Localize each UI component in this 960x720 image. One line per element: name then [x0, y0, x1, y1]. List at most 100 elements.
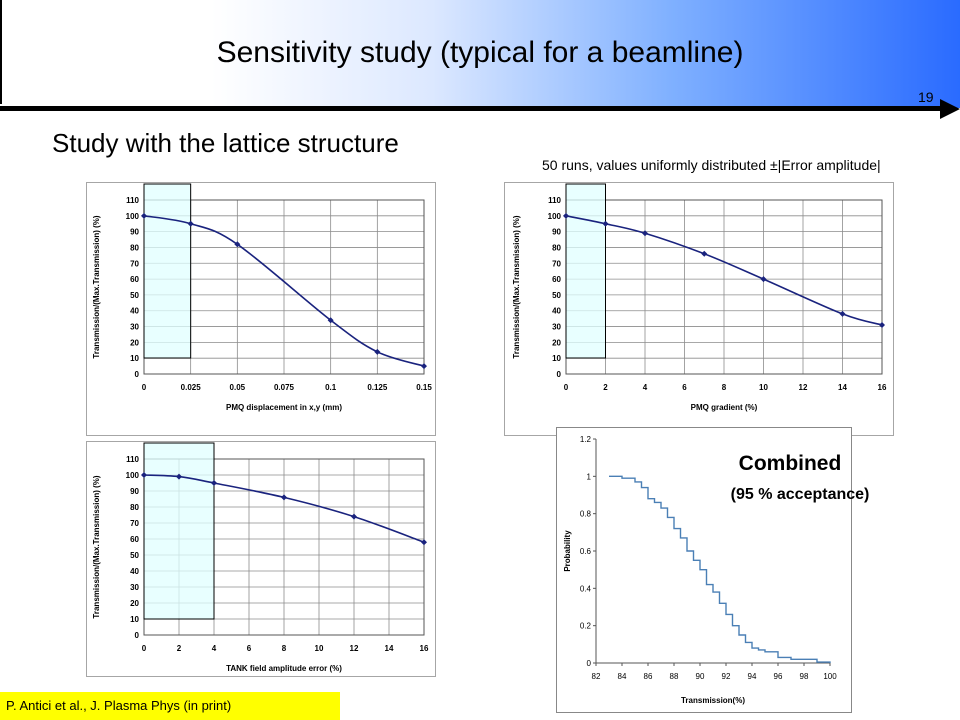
y-tick-label: 80: [130, 503, 139, 512]
x-tick-label: 16: [878, 383, 887, 392]
x-tick-label: 2: [177, 644, 182, 653]
x-axis-label: TANK field amplitude error (%): [226, 664, 342, 673]
page-number: 19: [918, 89, 934, 105]
y-tick-label: 20: [552, 338, 561, 347]
chart-svg: 0 10 20 30 40 50 60 70 80 90 100 110 0 0.025 0.05 0.075…: [86, 182, 436, 436]
x-tick-label: 100: [823, 672, 837, 681]
x-tick-label: 0: [142, 644, 147, 653]
y-axis-label: Transmission/(Max.Transmission) (%): [92, 215, 101, 358]
y-tick-label: 30: [130, 583, 139, 592]
data-point: [141, 212, 147, 219]
y-tick-label: 90: [130, 487, 139, 496]
y-tick-label: 10: [552, 354, 561, 363]
data-point: [187, 220, 194, 227]
y-tick-label: 40: [130, 307, 139, 316]
y-tick-label: 100: [126, 212, 140, 221]
y-axis-label: Transmission/(Max.Transmission) (%): [512, 215, 521, 358]
header-frame: [0, 0, 942, 104]
y-tick-label: 110: [126, 196, 139, 205]
data-point: [234, 241, 241, 248]
chart-pmq-displacement: 0 10 20 30 40 50 60 70 80 90 100 110 0 0.025 0.05 0.075…: [86, 182, 436, 436]
x-tick-label: 98: [800, 672, 809, 681]
y-tick-label: 100: [548, 212, 562, 221]
data-point: [642, 230, 648, 237]
x-tick-label: 0.15: [416, 383, 432, 392]
x-tick-label: 90: [696, 672, 705, 681]
y-tick-label: 30: [552, 323, 561, 332]
y-tick-label: 60: [130, 535, 139, 544]
y-tick-label: 110: [548, 196, 561, 205]
y-tick-label: 30: [130, 323, 139, 332]
y-tick-label: 0: [587, 659, 592, 668]
y-tick-label: 60: [552, 275, 561, 284]
y-tick-label: 10: [130, 354, 139, 363]
x-tick-label: 6: [247, 644, 252, 653]
y-tick-label: 0: [135, 631, 140, 640]
data-point: [602, 220, 609, 227]
header-arrow-line: [0, 106, 944, 111]
x-tick-label: 88: [670, 672, 679, 681]
x-tick-label: 94: [748, 672, 757, 681]
acceptance-label: (95 % acceptance): [730, 486, 870, 503]
x-tick-label: 0.075: [274, 383, 295, 392]
data-point: [374, 348, 381, 355]
y-tick-label: 50: [552, 291, 561, 300]
x-axis-label: Transmission(%): [681, 696, 745, 705]
runs-note: 50 runs, values uniformly distributed ±|…: [542, 157, 881, 173]
x-tick-label: 12: [799, 383, 808, 392]
y-tick-label: 0.8: [580, 510, 592, 519]
x-tick-label: 2: [603, 383, 608, 392]
y-tick-label: 110: [126, 455, 139, 464]
x-tick-label: 10: [759, 383, 768, 392]
x-tick-label: 10: [315, 644, 324, 653]
chart-combined-probability: 0 0.2 0.4 0.6 0.8 1 1.2 82 84 86 88 90 92 94 96 98 100 Tr…: [556, 427, 852, 713]
y-tick-label: 60: [130, 275, 139, 284]
highlight-band: [143, 442, 215, 620]
x-tick-label: 96: [774, 672, 783, 681]
x-tick-label: 8: [282, 644, 287, 653]
x-tick-label: 14: [385, 644, 394, 653]
y-tick-label: 70: [130, 259, 139, 268]
x-tick-label: 0.125: [367, 383, 388, 392]
y-tick-label: 50: [130, 291, 139, 300]
chart-pmq-gradient: 0 10 20 30 40 50 60 70 80 90 100 110 0 2 4 6 8 10 12 14 16 PM…: [504, 182, 894, 436]
data-point: [351, 513, 357, 520]
data-point: [879, 321, 885, 328]
data-point: [327, 317, 334, 324]
x-tick-label: 0: [142, 383, 147, 392]
x-tick-label: 0.025: [181, 383, 202, 392]
highlight-band: [565, 183, 606, 359]
data-point: [839, 310, 846, 317]
data-point: [141, 472, 147, 478]
y-tick-label: 0.6: [580, 547, 592, 556]
y-tick-label: 20: [130, 599, 139, 608]
slide-subtitle: Study with the lattice structure: [52, 128, 399, 158]
x-tick-label: 4: [643, 383, 648, 392]
y-tick-label: 100: [126, 471, 140, 480]
chart-svg: 0 0.2 0.4 0.6 0.8 1 1.2 82 84 86 88 90 92 94 96 98 100 Tr…: [556, 427, 852, 713]
chart-svg: 0 10 20 30 40 50 60 70 80 90 100 110 0 2 4 6 8 10 12 14 16 PM…: [504, 182, 894, 436]
highlight-band: [143, 183, 192, 359]
chart-tank-field: 0 10 20 30 40 50 60 70 80 90 100 110 0 2 4 6 8 10 12 14 16 TA…: [86, 441, 436, 677]
y-tick-label: 20: [130, 338, 139, 347]
y-tick-label: 10: [130, 615, 139, 624]
x-tick-label: 4: [212, 644, 217, 653]
cdf-line: [609, 475, 831, 663]
x-tick-label: 0: [564, 383, 569, 392]
x-tick-label: 8: [722, 383, 727, 392]
x-tick-label: 12: [350, 644, 359, 653]
data-point: [563, 212, 569, 219]
y-tick-label: 70: [552, 259, 561, 268]
y-tick-label: 90: [130, 228, 139, 237]
data-point: [176, 473, 182, 480]
y-tick-label: 1.2: [580, 435, 592, 444]
y-tick-label: 0: [135, 370, 140, 379]
data-point: [421, 539, 427, 546]
x-tick-label: 14: [838, 383, 847, 392]
y-tick-label: 90: [552, 228, 561, 237]
x-axis-label: PMQ displacement in x,y (mm): [226, 403, 342, 412]
y-tick-label: 40: [130, 567, 139, 576]
data-point: [281, 494, 287, 501]
x-tick-label: 16: [420, 644, 429, 653]
data-point: [211, 480, 217, 486]
